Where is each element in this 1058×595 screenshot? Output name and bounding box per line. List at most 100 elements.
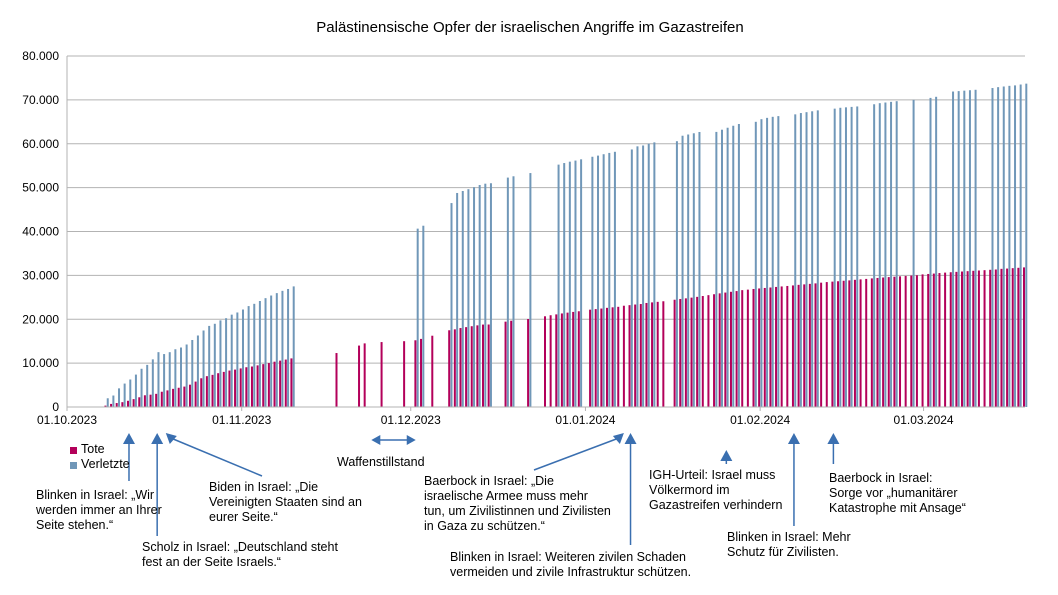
bar-tote [222, 371, 225, 407]
arrow-baerbock-feb-head [827, 433, 840, 444]
bar-tote [882, 277, 885, 407]
bar-tote [1017, 267, 1020, 407]
annotation-baerbock-feb: Baerbock in Israel: Sorge vor „humanitär… [829, 471, 966, 515]
bar-verletzte [163, 354, 166, 407]
bar-tote [279, 360, 282, 407]
bar-tote [431, 335, 434, 407]
y-tick-label: 50.000 [22, 181, 59, 195]
bar-verletzte [799, 113, 802, 407]
bar-tote [448, 330, 451, 407]
bar-tote [267, 363, 270, 407]
bar-verletzte [766, 117, 769, 408]
bar-tote [859, 279, 862, 407]
bar-tote [420, 338, 423, 407]
bar-verletzte [129, 379, 132, 407]
bar-verletzte [568, 161, 571, 407]
bar-tote [403, 341, 406, 407]
arrow-baerbock-jan-head [612, 433, 624, 444]
bar-tote [560, 313, 563, 407]
bar-tote [932, 273, 935, 407]
bar-tote [938, 273, 941, 407]
bar-verletzte [1008, 85, 1011, 408]
bar-verletzte [241, 309, 244, 407]
bar-tote [893, 276, 896, 407]
annotation-arrows [122, 433, 840, 545]
bar-verletzte [929, 97, 932, 407]
bar-verletzte [732, 125, 735, 407]
bar-tote [656, 301, 659, 407]
bar-verletzte [811, 111, 814, 407]
bar-tote [262, 364, 265, 407]
bar-tote [961, 271, 964, 407]
bar-verletzte [957, 91, 960, 407]
bar-tote [780, 286, 783, 407]
bar-verletzte [270, 295, 273, 407]
bar-tote [577, 311, 580, 407]
bar-tote [589, 309, 592, 407]
bar-verletzte [890, 101, 893, 408]
bar-verletzte [642, 145, 645, 407]
bar-verletzte [760, 119, 763, 408]
bar-tote [510, 320, 513, 407]
bar-verletzte [512, 176, 515, 407]
bar-tote [605, 307, 608, 407]
bar-tote [549, 315, 552, 407]
bar-tote [949, 272, 952, 407]
bar-verletzte [991, 88, 994, 407]
bar-verletzte [873, 104, 876, 407]
bar-tote [972, 270, 975, 407]
x-tick-label: 01.03.2024 [894, 413, 954, 427]
bar-tote [290, 358, 293, 407]
bar-verletzte [856, 106, 859, 408]
bar-tote [217, 373, 220, 407]
bar-verletzte [833, 108, 836, 408]
bar-tote [746, 289, 749, 407]
bar-verletzte [473, 187, 476, 407]
bar-verletzte [687, 134, 690, 407]
bar-verletzte [275, 293, 278, 407]
bar-tote [763, 287, 766, 407]
bar-tote [358, 345, 361, 407]
arrow-blinken-feb-head [787, 433, 800, 444]
bar-tote [228, 370, 231, 407]
bar-verletzte [974, 89, 977, 407]
bar-tote [977, 270, 980, 407]
bar-tote [803, 284, 806, 407]
x-tick-label: 01.12.2023 [381, 413, 441, 427]
bar-verletzte [630, 149, 633, 408]
bar-verletzte [608, 152, 611, 407]
bar-verletzte [1025, 83, 1028, 408]
bar-verletzte [219, 320, 222, 407]
bar-tote [155, 393, 158, 407]
legend-label-verletzte: Verletzte [81, 457, 130, 471]
bar-verletzte [258, 301, 261, 407]
bar-tote [363, 343, 366, 407]
legend-swatch-verletzte [70, 462, 77, 469]
bar-tote [205, 376, 208, 407]
bar-verletzte [794, 114, 797, 407]
bar-tote [1011, 268, 1014, 407]
bar-tote [791, 285, 794, 407]
bar-tote [200, 378, 203, 407]
bar-tote [527, 318, 530, 407]
bar-verletzte [230, 314, 233, 407]
bar-tote [865, 278, 868, 407]
bar-tote [713, 294, 716, 407]
bar-verletzte [225, 318, 228, 407]
bar-verletzte [968, 90, 971, 407]
bar-tote [160, 391, 163, 407]
arrow-blinken-jan-head [624, 433, 637, 444]
bar-verletzte [771, 116, 774, 408]
bar-tote [662, 301, 665, 407]
bar-tote [126, 400, 129, 407]
annotation-igh: IGH-Urteil: Israel muss Völkermord im Ga… [649, 468, 783, 512]
arrow-waffenstillstand-right-head [406, 435, 416, 445]
arrow-blinken-oct-head [122, 433, 135, 444]
bar-tote [104, 405, 107, 407]
bar-verletzte [675, 141, 678, 407]
bar-verletzte [884, 102, 887, 407]
y-tick-label: 70.000 [22, 93, 59, 107]
bar-tote [453, 329, 456, 407]
bar-tote [149, 394, 152, 407]
